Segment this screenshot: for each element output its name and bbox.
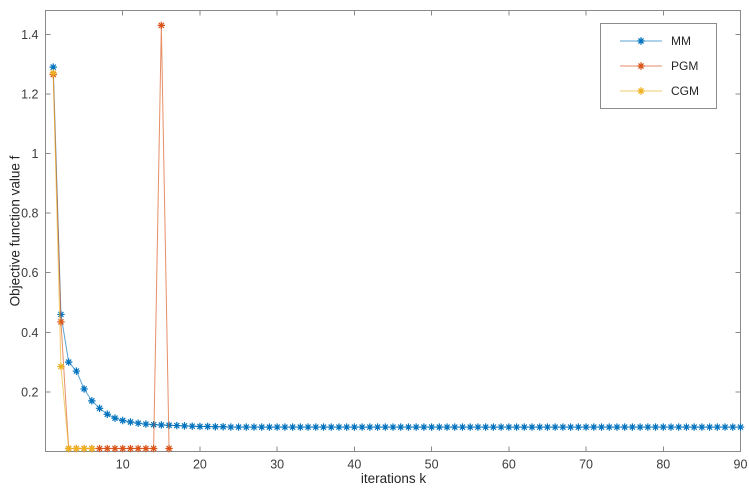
series-mm bbox=[49, 63, 745, 431]
series-pgm bbox=[49, 21, 173, 453]
x-tick-label: 40 bbox=[347, 458, 361, 472]
axes-box bbox=[45, 10, 741, 452]
x-axis-label: iterations k bbox=[360, 471, 427, 486]
x-tick-label: 70 bbox=[579, 458, 593, 472]
x-tick-label: 20 bbox=[193, 458, 207, 472]
x-tick-label: 60 bbox=[502, 458, 516, 472]
x-tick-label: 50 bbox=[425, 458, 439, 472]
x-tick-label: 30 bbox=[270, 458, 284, 472]
y-tick-label: 0.6 bbox=[21, 266, 38, 280]
x-tick-label: 10 bbox=[116, 458, 130, 472]
y-tick-label: 1.4 bbox=[21, 28, 38, 42]
series-cgm bbox=[49, 69, 96, 453]
tick-labels: 10 20 30 40 50 60 70 80 90 0.2 0.4 0.6 0.8 1 1.2 1.4 bbox=[21, 28, 747, 472]
y-tick-label: 0.4 bbox=[21, 326, 38, 340]
legend-line-sample-cgm bbox=[620, 87, 662, 96]
legend-line-sample-mm bbox=[620, 36, 662, 45]
legend-sample-marker-icon bbox=[637, 36, 645, 45]
series-line bbox=[52, 25, 170, 450]
legend-item-mm: MM bbox=[619, 34, 716, 48]
legend-sample-marker-icon bbox=[637, 87, 645, 96]
ticks bbox=[45, 10, 741, 452]
y-tick-label: 1 bbox=[32, 147, 39, 161]
x-tick-label: 80 bbox=[656, 458, 670, 472]
legend-label-mm: MM bbox=[671, 33, 691, 48]
series-line bbox=[52, 67, 741, 428]
legend-sample-marker-icon bbox=[637, 62, 645, 70]
y-tick-label: 0.2 bbox=[21, 385, 38, 399]
legend-label-cgm: CGM bbox=[671, 84, 699, 99]
legend-label-pgm: PGM bbox=[671, 58, 699, 73]
legend: MM PGM CGM bbox=[600, 23, 717, 109]
x-tick-label: 90 bbox=[734, 458, 748, 472]
series-markers bbox=[49, 69, 96, 453]
legend-item-cgm: CGM bbox=[619, 84, 716, 98]
legend-line-sample-pgm bbox=[620, 62, 662, 70]
y-axis-label: Objective function value f bbox=[7, 155, 23, 307]
y-tick-label: 0.8 bbox=[21, 207, 38, 221]
legend-item-pgm: PGM bbox=[619, 59, 716, 73]
series-markers bbox=[49, 63, 745, 431]
y-tick-label: 1.2 bbox=[21, 87, 38, 101]
